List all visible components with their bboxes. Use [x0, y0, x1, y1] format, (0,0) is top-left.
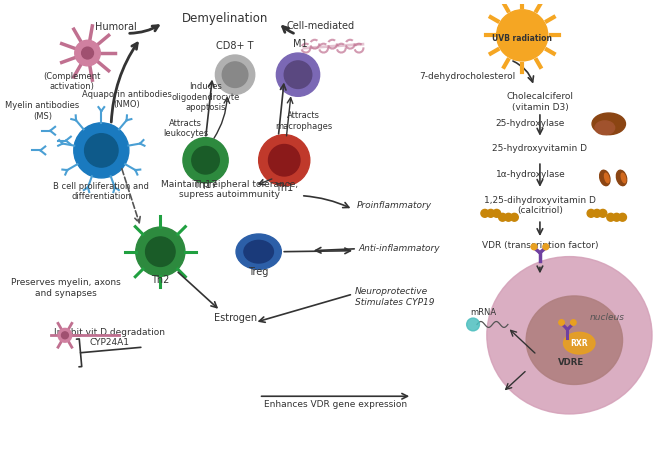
- Text: Attracts
leukocytes: Attracts leukocytes: [164, 119, 209, 139]
- Circle shape: [284, 61, 312, 88]
- Text: 1,25-dihydroxyvitamin D
(calcitriol): 1,25-dihydroxyvitamin D (calcitriol): [484, 196, 596, 215]
- Text: B cell proliferation and
differentiation: B cell proliferation and differentiation: [54, 182, 149, 201]
- Circle shape: [543, 244, 549, 250]
- Ellipse shape: [487, 256, 652, 414]
- Text: Stimulates CYP19: Stimulates CYP19: [355, 298, 434, 307]
- Text: mRNA: mRNA: [470, 308, 496, 317]
- Circle shape: [593, 209, 601, 217]
- Circle shape: [215, 55, 255, 94]
- Text: Th1: Th1: [275, 183, 294, 193]
- Circle shape: [492, 209, 500, 217]
- Text: Treg: Treg: [249, 267, 269, 277]
- Text: VDR (transcription factor): VDR (transcription factor): [482, 241, 598, 250]
- Text: RXR: RXR: [570, 339, 588, 347]
- Text: Preserves myelin, axons
and synapses: Preserves myelin, axons and synapses: [11, 278, 121, 298]
- Circle shape: [259, 134, 310, 186]
- Circle shape: [269, 144, 300, 176]
- Circle shape: [183, 138, 228, 183]
- Circle shape: [496, 10, 548, 61]
- Circle shape: [613, 213, 621, 221]
- Text: 25-hydroxylase: 25-hydroxylase: [496, 120, 565, 128]
- Text: Th17: Th17: [194, 180, 218, 190]
- Ellipse shape: [564, 333, 595, 354]
- Text: Attracts
macrophages: Attracts macrophages: [275, 111, 332, 131]
- Text: nucleus: nucleus: [589, 313, 625, 322]
- Ellipse shape: [621, 173, 626, 183]
- Circle shape: [136, 227, 185, 276]
- Circle shape: [481, 209, 489, 217]
- Ellipse shape: [236, 234, 281, 269]
- Circle shape: [58, 328, 72, 342]
- Text: Myelin antibodies
(MS): Myelin antibodies (MS): [5, 101, 79, 121]
- Text: UVB radiation: UVB radiation: [492, 34, 552, 43]
- Circle shape: [487, 209, 494, 217]
- Circle shape: [192, 147, 219, 174]
- Text: Cell-mediated: Cell-mediated: [286, 21, 354, 30]
- Ellipse shape: [592, 113, 625, 134]
- Circle shape: [510, 213, 518, 221]
- Text: Cholecalciferol
(vitamin D3): Cholecalciferol (vitamin D3): [506, 92, 574, 112]
- Text: Maintain preipheral tolerance,
supress autoimmunity: Maintain preipheral tolerance, supress a…: [161, 180, 298, 199]
- Circle shape: [74, 123, 129, 178]
- Text: (Complement
activation): (Complement activation): [43, 72, 101, 91]
- Text: Aquaporin antibodies
(NMO): Aquaporin antibodies (NMO): [82, 90, 172, 109]
- Text: Humoral: Humoral: [95, 22, 137, 33]
- Circle shape: [559, 320, 564, 325]
- Circle shape: [570, 320, 576, 325]
- Text: 1α-hydroxylase: 1α-hydroxylase: [496, 170, 566, 178]
- Circle shape: [619, 213, 627, 221]
- Circle shape: [498, 213, 506, 221]
- Ellipse shape: [595, 121, 615, 134]
- Text: Th2: Th2: [151, 275, 169, 285]
- Circle shape: [607, 213, 615, 221]
- Text: VDRE: VDRE: [559, 358, 585, 368]
- Text: CD8+ T: CD8+ T: [216, 41, 254, 51]
- Text: 25-hydroxyvitamin D: 25-hydroxyvitamin D: [492, 143, 587, 153]
- Circle shape: [504, 213, 512, 221]
- Text: Estrogen: Estrogen: [213, 312, 256, 323]
- Ellipse shape: [604, 173, 609, 183]
- Text: Neuroprotective: Neuroprotective: [355, 287, 428, 296]
- Text: Demyelination: Demyelination: [182, 12, 268, 25]
- Circle shape: [587, 209, 595, 217]
- Circle shape: [75, 40, 100, 66]
- Circle shape: [146, 237, 175, 267]
- Circle shape: [277, 53, 320, 96]
- Ellipse shape: [616, 170, 627, 186]
- Text: Inhibit vit D degradation
CYP24A1: Inhibit vit D degradation CYP24A1: [54, 327, 165, 347]
- Text: M1: M1: [292, 39, 307, 49]
- Circle shape: [84, 134, 118, 167]
- Ellipse shape: [600, 170, 610, 186]
- Circle shape: [599, 209, 607, 217]
- Text: Anti-inflammatory: Anti-inflammatory: [359, 244, 441, 253]
- Text: Enhances VDR gene expression: Enhances VDR gene expression: [264, 400, 407, 409]
- Circle shape: [61, 332, 69, 339]
- Circle shape: [531, 244, 537, 250]
- Text: 7-dehydrocholesterol: 7-dehydrocholesterol: [419, 72, 515, 81]
- Circle shape: [222, 62, 248, 87]
- Text: Proinflammatory: Proinflammatory: [357, 201, 432, 210]
- Ellipse shape: [526, 296, 623, 384]
- Circle shape: [467, 318, 479, 331]
- Ellipse shape: [244, 241, 273, 263]
- Text: Induces
oligodendrocyte
apoptosis: Induces oligodendrocyte apoptosis: [171, 82, 240, 112]
- Circle shape: [82, 47, 94, 59]
